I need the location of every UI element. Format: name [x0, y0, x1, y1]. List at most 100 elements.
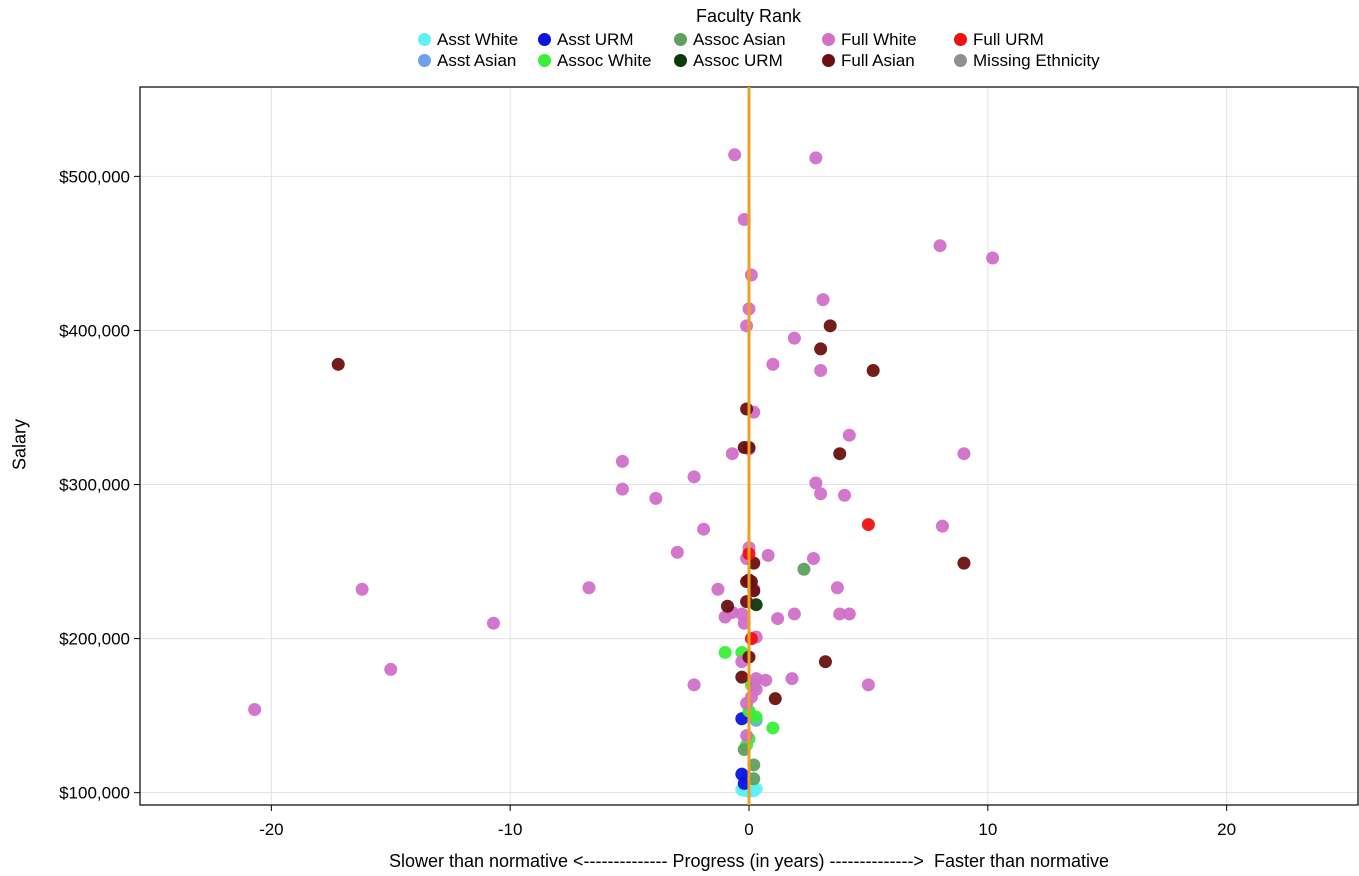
point-full-white [787, 607, 801, 621]
point-full-white [687, 678, 701, 692]
y-tick-label: $300,000 [59, 476, 130, 495]
point-full-white [838, 488, 852, 502]
legend-marker [954, 33, 967, 46]
legend-item: Assoc White [538, 51, 651, 71]
point-full-white [718, 610, 732, 624]
point-full-white [728, 148, 742, 162]
point-full-white [986, 251, 1000, 265]
legend-item: Asst Asian [418, 51, 516, 71]
point-full-white [615, 482, 629, 496]
point-full-white [740, 319, 754, 333]
legend-marker [418, 54, 431, 67]
point-assoc-white [749, 710, 763, 724]
point-full-white [749, 672, 763, 686]
legend-marker [538, 54, 551, 67]
legend-label: Asst Asian [437, 50, 517, 70]
point-assoc-asian [747, 772, 761, 786]
legend-label: Assoc White [557, 50, 652, 70]
legend-item: Full Asian [822, 51, 915, 71]
point-full-white [248, 702, 262, 716]
y-tick-label: $100,000 [59, 784, 130, 803]
point-full-asian [814, 342, 828, 356]
legend-label: Missing Ethnicity [973, 50, 1100, 70]
legend-marker [538, 33, 551, 46]
point-full-white [814, 487, 828, 501]
legend-item: Assoc URM [674, 51, 783, 71]
legend-marker [822, 54, 835, 67]
point-full-white [384, 662, 398, 676]
point-full-white [725, 447, 739, 461]
point-full-white [687, 470, 701, 484]
point-full-asian [866, 364, 880, 378]
point-assoc-asian [737, 743, 751, 757]
point-full-white [814, 364, 828, 378]
legend-marker [822, 33, 835, 46]
legend-item: Assoc Asian [674, 30, 786, 50]
point-full-white [740, 729, 754, 743]
legend-item: Missing Ethnicity [954, 51, 1100, 71]
point-full-white [486, 616, 500, 630]
point-full-white [809, 151, 823, 165]
legend-item: Asst URM [538, 30, 634, 50]
point-full-white [830, 581, 844, 595]
legend-marker [674, 54, 687, 67]
point-assoc-white [718, 645, 732, 659]
point-full-asian [747, 584, 761, 598]
point-full-white [737, 213, 751, 227]
point-full-white [737, 616, 751, 630]
point-full-urm [744, 632, 758, 646]
point-full-white [861, 678, 875, 692]
y-tick-label: $200,000 [59, 630, 130, 649]
x-tick-label: 20 [1217, 820, 1236, 839]
point-full-white [711, 582, 725, 596]
point-full-white [809, 476, 823, 490]
x-tick-label: -10 [498, 820, 523, 839]
point-full-white [806, 551, 820, 565]
legend-marker [418, 33, 431, 46]
x-tick-label: -20 [259, 820, 284, 839]
x-tick-label: 10 [978, 820, 997, 839]
point-full-white [957, 447, 971, 461]
point-full-white [740, 696, 754, 710]
legend-item: Asst White [418, 30, 518, 50]
point-full-white [649, 491, 663, 505]
legend-row: Asst White Asst URM Assoc Asian Full White F… [418, 29, 1118, 50]
point-full-white [766, 357, 780, 371]
legend-title: Faculty Rank [695, 6, 802, 26]
x-tick-label: 0 [744, 820, 753, 839]
point-full-asian [833, 447, 847, 461]
point-full-asian [823, 319, 837, 333]
point-full-urm [861, 518, 875, 532]
point-full-white [697, 522, 711, 536]
point-full-white [759, 673, 773, 687]
legend-item: Full URM [954, 30, 1044, 50]
legend-label: Asst White [437, 29, 519, 49]
point-full-white [842, 607, 856, 621]
point-full-white [816, 293, 830, 307]
y-tick-label: $500,000 [59, 167, 130, 186]
point-full-white [842, 428, 856, 442]
point-full-white [787, 331, 801, 345]
point-full-asian [768, 692, 782, 706]
legend-label: Full White [841, 29, 917, 49]
legend-marker [954, 54, 967, 67]
legend-label: Full Asian [841, 50, 915, 70]
y-axis-label: Salary [9, 418, 30, 471]
point-full-white [670, 545, 684, 559]
point-full-white [833, 607, 847, 621]
point-full-white [355, 582, 369, 596]
point-full-asian [331, 357, 345, 371]
point-full-asian [818, 655, 832, 669]
legend-label: Asst URM [557, 29, 634, 49]
legend-label: Assoc Asian [693, 29, 786, 49]
point-assoc-asian [747, 758, 761, 772]
point-full-white [744, 268, 758, 282]
point-full-white [935, 519, 949, 533]
legend-label: Assoc URM [693, 50, 783, 70]
point-full-white [771, 612, 785, 626]
point-full-white [761, 548, 775, 562]
point-assoc-asian [797, 562, 811, 576]
y-tick-label: $400,000 [59, 321, 130, 340]
